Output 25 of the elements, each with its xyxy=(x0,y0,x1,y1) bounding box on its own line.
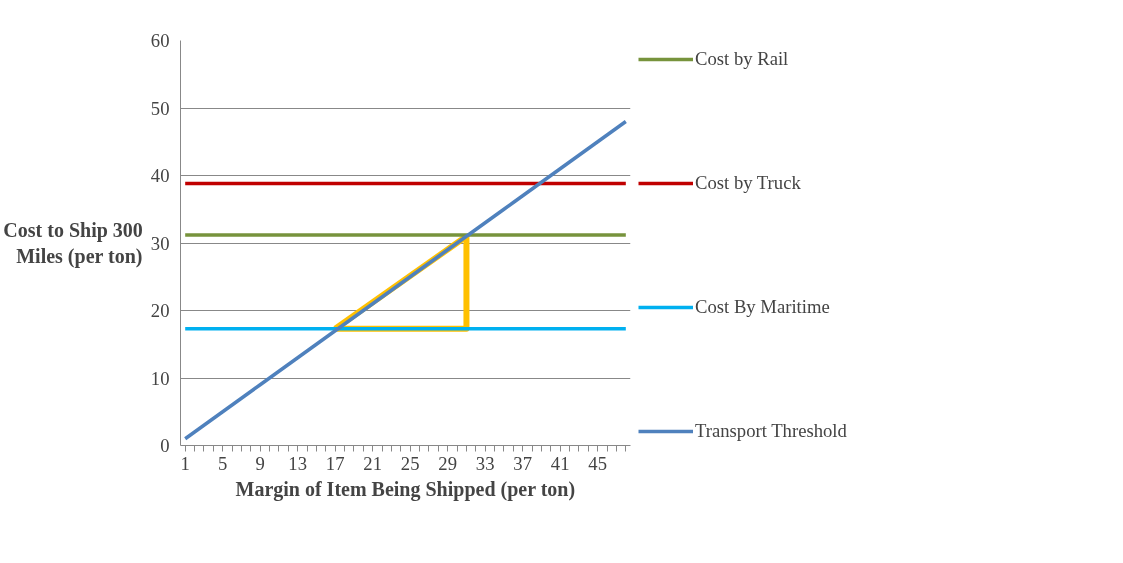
y-tick-label: 50 xyxy=(150,97,170,119)
x-tick-label: 13 xyxy=(288,452,308,474)
legend-label: Cost By Maritime xyxy=(695,296,830,318)
y-tick-label: 10 xyxy=(150,367,170,389)
legend-label: Transport Threshold xyxy=(695,420,847,442)
x-tick-label: 5 xyxy=(218,452,228,474)
y-tick-label: 40 xyxy=(150,165,170,186)
x-tick-label: 9 xyxy=(255,452,265,474)
x-tick-label: 33 xyxy=(475,452,495,474)
x-tick-label: 37 xyxy=(513,452,533,474)
x-axis-title: Margin of Item Being Shipped (per ton) xyxy=(235,477,576,501)
x-tick-label: 45 xyxy=(588,452,608,474)
x-tick-label: 29 xyxy=(438,452,458,474)
legend-label: Cost by Rail xyxy=(695,48,789,70)
legend-label: Cost by Truck xyxy=(695,172,801,194)
x-tick-label: 41 xyxy=(550,452,570,474)
y-tick-label: 30 xyxy=(150,232,170,254)
y-tick-label: 0 xyxy=(160,435,170,456)
y-tick-label: 20 xyxy=(150,300,170,321)
x-tick-label: 17 xyxy=(325,452,345,474)
y-tick-label: 60 xyxy=(150,30,170,51)
y-axis-title: Cost to Ship 300 Miles (per ton) xyxy=(3,218,143,269)
x-tick-label: 21 xyxy=(363,452,383,474)
x-tick-label: 25 xyxy=(400,452,420,474)
x-tick-label: 1 xyxy=(180,452,190,474)
